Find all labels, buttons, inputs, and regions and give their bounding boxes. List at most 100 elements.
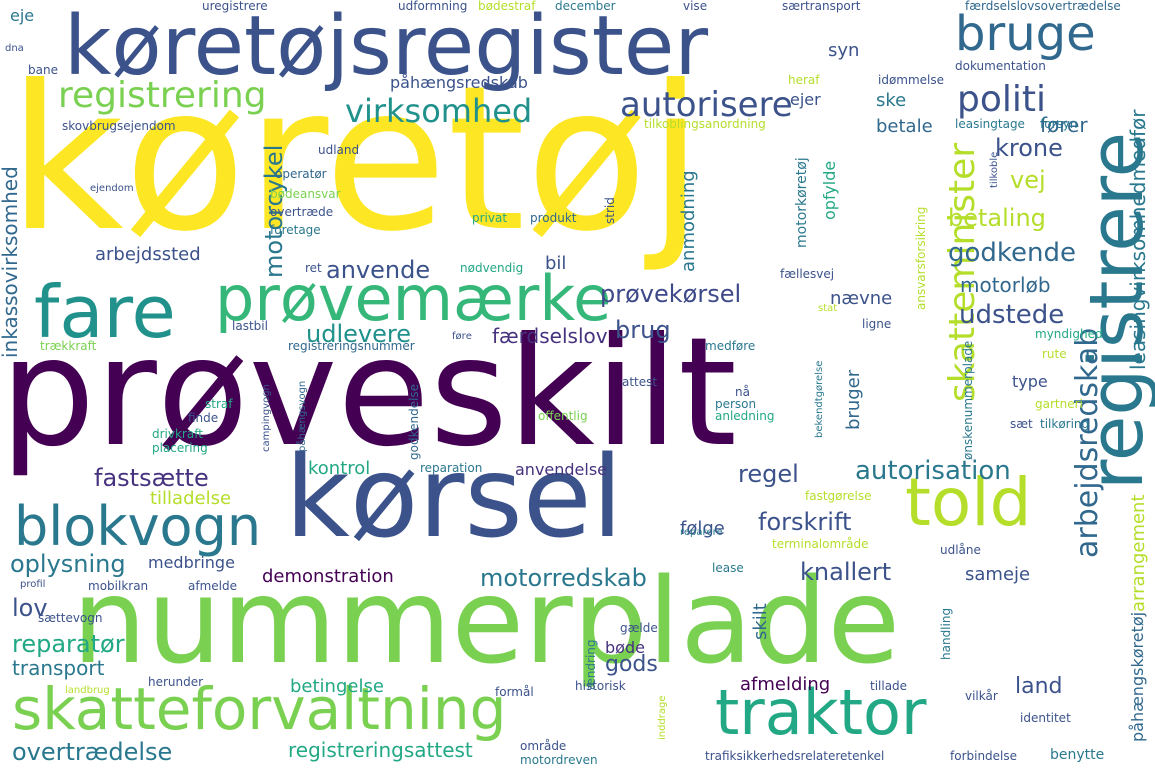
- word-privat: privat: [472, 211, 508, 225]
- word-vise: vise: [683, 0, 708, 13]
- word-ret: ret: [305, 261, 322, 275]
- word-boede: bøde: [605, 638, 645, 657]
- word-overtraede: overtræde: [270, 205, 334, 219]
- word-foere: førе: [452, 331, 472, 342]
- word-udstede: udstede: [959, 300, 1065, 330]
- word-opfylde: opfylde: [820, 160, 839, 220]
- word-reparatoer: reparatør: [12, 630, 125, 658]
- word-rute: rute: [1042, 347, 1067, 361]
- word-ansvarsforsikring: ansvarsforsikring: [914, 206, 928, 310]
- word-koeretoejsregister: køretøjsregister: [64, 0, 709, 94]
- word-forbindelse: forbindelse: [950, 749, 1018, 763]
- word-tilkoblingsanordning: tilkoblingsanordning: [644, 117, 766, 131]
- word-afmelde: afmelde: [188, 579, 237, 593]
- word-gartneri: gartneri: [1035, 397, 1083, 411]
- word-proevemaerke: prøvemærke: [215, 262, 612, 335]
- word-anvendelse: anvendelse: [515, 460, 608, 479]
- word-blokvogn: blokvogn: [14, 495, 262, 558]
- word-proeveskilt: prøveskilt: [0, 306, 737, 480]
- word-reparere: reparere: [680, 527, 723, 538]
- word-bruger: bruger: [843, 369, 864, 430]
- word-terminalomraade: terminalområde: [772, 537, 869, 551]
- word-campingvogn: campingvogn: [261, 384, 272, 452]
- word-naa: nå: [735, 385, 750, 399]
- word-registreringsattest: registreringsattest: [288, 738, 473, 762]
- word-autorisere: autorisere: [620, 85, 793, 125]
- word-fare: fare: [34, 270, 176, 354]
- word-profil: profil: [20, 579, 46, 590]
- word-udlaane: udlåne: [940, 543, 981, 557]
- word-registrering: registrering: [58, 75, 267, 116]
- word-lease: lease: [712, 561, 744, 575]
- word-autorisation: autorisation: [855, 456, 1011, 486]
- word-ligne: ligne: [862, 317, 892, 331]
- word-leasingvirksomhedmedfoer: leasingvirksomhedmedfør: [1126, 109, 1150, 370]
- word-idoemmelse: idømmelse: [878, 73, 945, 87]
- word-foretage: foretage: [270, 223, 321, 237]
- word-faerdselslov: færdselslov: [492, 324, 608, 348]
- word-forskrift: forskrift: [758, 508, 852, 536]
- word-bil: bil: [545, 253, 567, 274]
- word-proevekoersel: prøvekørsel: [600, 280, 742, 308]
- word-ejer: ejer: [790, 90, 821, 109]
- word-koeretoej: køretøj: [8, 43, 704, 276]
- word-paahaengsredskab: påhængsredskab: [390, 73, 528, 92]
- word-ske: ske: [876, 90, 907, 111]
- word-vej: vej: [1010, 166, 1046, 194]
- word-inddrage: inddrage: [657, 695, 668, 740]
- word-ejendom: ejendom: [90, 183, 134, 194]
- word-knallert: knallert: [800, 558, 892, 586]
- word-leasingtage: leasingtage: [955, 117, 1025, 131]
- word-eje: eje: [10, 6, 35, 25]
- word-politi: politi: [957, 79, 1046, 120]
- word-gods: gods: [605, 652, 658, 677]
- word-dokumentation: dokumentation: [955, 59, 1046, 73]
- word-strid: strid: [603, 197, 617, 224]
- word-saertransport: særtransport: [782, 0, 861, 13]
- word-noedvendig: nødvendig: [460, 261, 524, 275]
- word-trafiksikkerhedsrelateretenkel: trafiksikkerhedsrelateretenkel: [705, 749, 885, 763]
- word-historisk: historisk: [575, 679, 626, 693]
- word-reparation: reparation: [420, 461, 483, 475]
- word-saet: sæt: [1010, 417, 1033, 431]
- word-udlevere: udlevere: [306, 320, 411, 348]
- word-gaelde: gælde: [620, 621, 658, 635]
- word-foerer: fører: [1040, 113, 1088, 137]
- word-benytte: benytte: [1050, 747, 1105, 763]
- word-produkt: produkt: [530, 211, 577, 225]
- word-oplysning: oplysning: [10, 550, 126, 578]
- word-regel: regel: [738, 460, 799, 488]
- word-uregistrere: uregistrere: [202, 0, 268, 13]
- word-tilkoering: tilkøring: [1040, 417, 1090, 431]
- word-saettevogn: sættevogn: [38, 611, 103, 625]
- word-sameje: sameje: [965, 564, 1031, 585]
- word-stat: stat: [818, 303, 838, 314]
- word-krone: krone: [995, 134, 1063, 162]
- word-demonstration: demonstration: [262, 566, 394, 587]
- word-fastsaette: fastsætte: [94, 464, 209, 492]
- word-omraade: område: [520, 739, 567, 753]
- word-faerdselslovsovertraedelse: færdselslovsovertrædelse: [965, 0, 1121, 13]
- word-registreringsnummer: registreringsnummer: [288, 339, 415, 353]
- word-dna: dna: [5, 43, 24, 54]
- word-attest: attest: [622, 375, 658, 389]
- word-fastgoerelse: fastgørelse: [805, 489, 872, 503]
- word-oenskenummerplade: ønskenummerplade: [961, 340, 975, 460]
- word-kontrol: kontrol: [308, 458, 371, 479]
- word-herunder: herunder: [148, 675, 204, 689]
- word-brug: brug: [615, 316, 671, 344]
- word-betingelse: betingelse: [290, 676, 384, 697]
- word-medfoere: medføre: [705, 339, 756, 353]
- word-lastbil: lastbil: [232, 319, 268, 333]
- word-tilladelse: tilladelse: [150, 488, 232, 509]
- word-mobilkran: mobilkran: [88, 579, 149, 593]
- word-motordreven: motordreven: [520, 753, 598, 767]
- word-lov: lov: [12, 594, 48, 622]
- word-virksomhed: virksomhed: [345, 92, 533, 130]
- word-straf: straf: [205, 397, 233, 411]
- word-udformning: udformning: [398, 0, 468, 13]
- word-betale: betale: [876, 116, 933, 137]
- word-land: land: [1015, 674, 1063, 699]
- word-naevne: nævne: [830, 288, 893, 309]
- word-heraf: heraf: [788, 73, 820, 87]
